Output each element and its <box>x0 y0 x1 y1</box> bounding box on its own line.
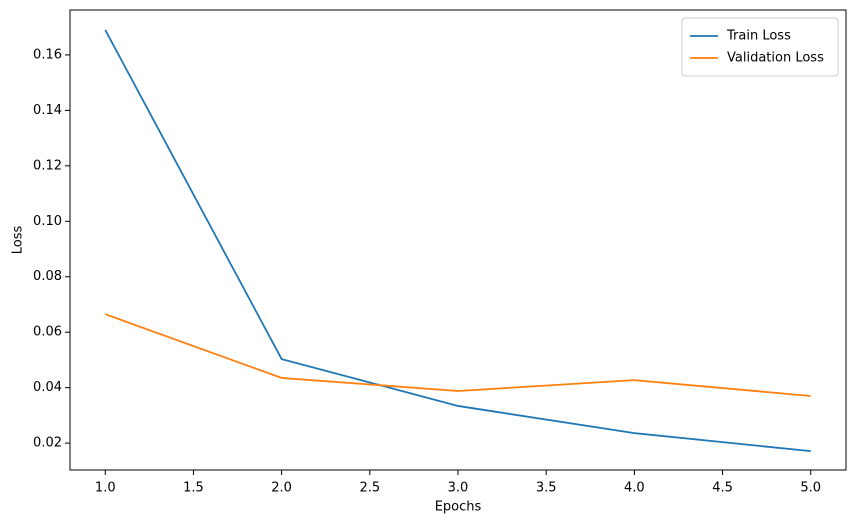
x-tick-label: 1.5 <box>183 481 204 496</box>
x-tick-label: 3.0 <box>448 481 469 496</box>
x-tick-label: 1.0 <box>95 481 116 496</box>
x-tick-label: 2.5 <box>359 481 380 496</box>
series-line <box>104 313 811 397</box>
x-tick-label: 4.5 <box>712 481 733 496</box>
y-tick-label: 0.10 <box>33 214 62 229</box>
legend-label: Train Loss <box>726 29 791 44</box>
y-tick-label: 0.08 <box>33 269 62 284</box>
y-tick-label: 0.06 <box>33 325 62 340</box>
y-tick-label: 0.12 <box>33 158 62 173</box>
legend-label: Validation Loss <box>727 51 824 66</box>
x-tick-label: 3.5 <box>536 481 557 496</box>
plot-frame <box>69 9 847 471</box>
y-axis-label: Loss <box>11 226 26 255</box>
x-axis-label: Epochs <box>435 500 482 515</box>
y-tick-label: 0.14 <box>33 103 62 118</box>
x-tick-label: 5.0 <box>800 481 821 496</box>
y-tick-label: 0.02 <box>33 436 62 451</box>
y-tick-label: 0.16 <box>33 47 62 62</box>
x-tick-label: 2.0 <box>271 481 292 496</box>
x-tick-label: 4.0 <box>624 481 645 496</box>
legend-box <box>681 17 839 77</box>
series-line <box>104 29 811 453</box>
y-tick-label: 0.04 <box>33 380 62 395</box>
